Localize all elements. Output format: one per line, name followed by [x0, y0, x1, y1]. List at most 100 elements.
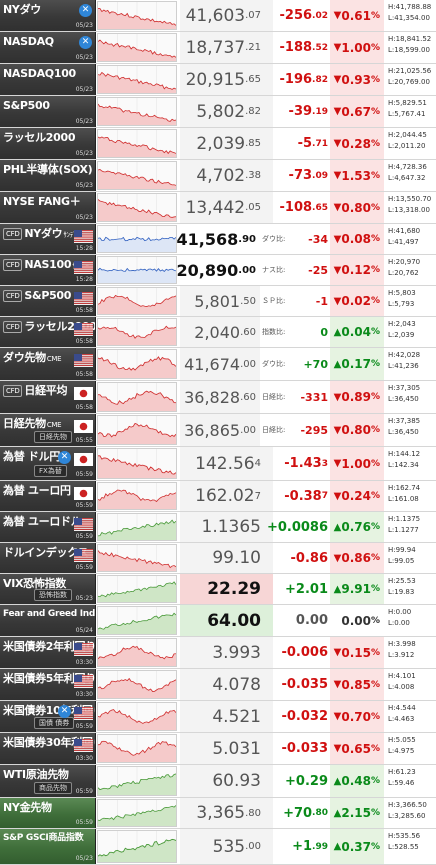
mini-chart[interactable]: [97, 513, 177, 541]
quote-row[interactable]: CFD ラッセル2000 05:58 2,040.60 指数比: 0 ▲ 0.04% H:2,0…: [0, 317, 436, 348]
quote-label[interactable]: S&P GSCI商品指数 05/23: [0, 829, 96, 864]
quote-row[interactable]: 米国債券2年利回り 03:30 3.993 -0.006 ▼ 0.15% H:3.998 L:…: [0, 637, 436, 669]
quote-label[interactable]: ドルインデックス 05:59: [0, 543, 96, 573]
quote-row[interactable]: 為替 ユーロ円 05:59 162.02 7 -0.38 7 ▼ 0.24% H:162.74 L…: [0, 481, 436, 512]
quote-row[interactable]: S&P GSCI商品指数 05/23 535.00 +1.99 ▲ 0.37% H:535.…: [0, 829, 436, 865]
quote-row[interactable]: 米国債券10年利回り 国債 債券 ✕ 05:59 4.521 -0.032 ▼ 0.70% H:…: [0, 701, 436, 733]
change-decimal: .09: [312, 170, 328, 181]
quote-label[interactable]: 為替 ユーロドル 05:59: [0, 512, 96, 542]
quote-label[interactable]: NYSE FANG＋ 05/23: [0, 192, 96, 223]
quote-label[interactable]: ラッセル2000 05/23: [0, 128, 96, 159]
quote-row[interactable]: NYSE FANG＋ 05/23 13,442.05 -108.65 ▼ 0.80% H:1…: [0, 192, 436, 224]
quote-row[interactable]: VIX恐怖指数 恐怖指数 05:23 22.29 +2.01 ▲ 9.91% H:25.53 L…: [0, 574, 436, 605]
mini-chart[interactable]: [97, 606, 177, 635]
quote-row[interactable]: 為替 ユーロドル 05:59 1.1365 +0.0086 ▲ 0.76% H:1.1375…: [0, 512, 436, 543]
quote-row[interactable]: WTI原油先物 商品先物 05:59 60.93 +0.29 ▲ 0.48% H:61.23 L…: [0, 765, 436, 798]
quote-percent: ▼ 0.65%: [330, 733, 384, 764]
mini-chart[interactable]: [97, 65, 177, 94]
quote-label[interactable]: WTI原油先物 商品先物 05:59: [0, 765, 96, 797]
quote-label[interactable]: 為替 ユーロ円 05:59: [0, 481, 96, 511]
quote-label[interactable]: CFD S&P500 05:58: [0, 286, 96, 316]
quote-row[interactable]: CFDNAS100ｻﾝﾃﾞｰ15:2820,890.00ナス比:-25▼0.12…: [0, 255, 436, 286]
quote-row[interactable]: CFD NYダウｻﾝﾃﾞｰ 15:28 41,568.90 ダウ比: -34 ▼ 0.08% H…: [0, 224, 436, 255]
quote-row[interactable]: 日経先物CME 日経先物 05:55 36,865.00 日経比: -295 ▼ 0.80% H…: [0, 414, 436, 447]
quote-row[interactable]: ラッセル2000 05/23 2,039.85 -5.71 ▼ 0.28% H:2,044.…: [0, 128, 436, 160]
quote-row[interactable]: 米国債券5年利回り 03:30 4.078 -0.035 ▼ 0.85% H:4.101 L:…: [0, 669, 436, 701]
high-low: H:2,044.45 L:2,011.20: [386, 128, 436, 159]
quote-label[interactable]: NASDAQ ✕ 05/23: [0, 32, 96, 63]
mini-chart[interactable]: [97, 799, 177, 827]
quote-change: -0.86: [276, 543, 328, 573]
quote-row[interactable]: ドルインデックス 05:59 99.10 -0.86 ▼ 0.86% H:99.94 L:99…: [0, 543, 436, 574]
mini-chart[interactable]: [97, 349, 177, 379]
quote-label[interactable]: 米国債券30年利回り 03:30: [0, 733, 96, 764]
close-icon[interactable]: ✕: [58, 451, 71, 464]
quote-label[interactable]: S&P500 05/23: [0, 96, 96, 127]
quote-label[interactable]: Fear and Greed Index 05/24: [0, 605, 96, 636]
mini-chart[interactable]: [97, 575, 177, 603]
quote-label[interactable]: ダウ先物CME 05:58: [0, 348, 96, 380]
mini-chart[interactable]: [97, 702, 177, 731]
quote-row[interactable]: 為替 ドル円 FX為替 ✕ 05:59 142.56 4 -1.43 3 ▼ 1.00% H:144…: [0, 447, 436, 481]
category-link[interactable]: 恐怖指数: [34, 589, 72, 601]
mini-chart[interactable]: [97, 382, 177, 412]
quote-row[interactable]: PHL半導体(SOX) 05/23 4,702.38 -73.09 ▼ 1.53% H:4,…: [0, 160, 436, 192]
quote-label[interactable]: VIX恐怖指数 恐怖指数 05:23: [0, 574, 96, 604]
quote-row[interactable]: NASDAQ100 05/23 20,915.65 -196.82 ▼ 0.93% H:21…: [0, 64, 436, 96]
us-flag-icon: [74, 737, 93, 752]
mini-chart[interactable]: [97, 766, 177, 796]
mini-chart[interactable]: [97, 129, 177, 158]
day-low: L:99.05: [388, 556, 436, 567]
mini-chart[interactable]: [97, 670, 177, 699]
quote-label[interactable]: 為替 ドル円 FX為替 ✕ 05:59: [0, 447, 96, 480]
mini-chart[interactable]: [97, 256, 177, 284]
mini-chart[interactable]: [97, 318, 177, 346]
mini-chart[interactable]: [97, 734, 177, 763]
close-icon[interactable]: ✕: [79, 4, 92, 17]
quote-row[interactable]: S&P500 05/23 5,802.82 -39.19 ▼ 0.67% H:5,829.5…: [0, 96, 436, 128]
quote-label[interactable]: CFD NYダウｻﾝﾃﾞｰ 15:28: [0, 224, 96, 254]
quote-label[interactable]: CFD ラッセル2000 05:58: [0, 317, 96, 347]
mini-chart[interactable]: [97, 830, 177, 863]
price-decimal: .60: [240, 326, 256, 338]
quote-row[interactable]: CFD S&P500 05:58 5,801.50 ＳＰ比: -1 ▼ 0.02% H:5,80…: [0, 286, 436, 317]
percent-value: 0.86: [341, 551, 371, 565]
quote-label[interactable]: NASDAQ100 05/23: [0, 64, 96, 95]
quote-label[interactable]: CFDNAS100ｻﾝﾃﾞｰ15:28: [0, 255, 96, 285]
quote-row[interactable]: CFD 日経平均 05:58 36,828.60 日経比: -331 ▼ 0.89% H:37,…: [0, 381, 436, 414]
quote-label[interactable]: 米国債券2年利回り 03:30: [0, 637, 96, 668]
mini-chart[interactable]: [97, 33, 177, 62]
mini-chart[interactable]: [97, 544, 177, 572]
close-icon[interactable]: ✕: [58, 705, 71, 718]
mini-chart[interactable]: [97, 193, 177, 222]
quote-label[interactable]: PHL半導体(SOX) 05/23: [0, 160, 96, 191]
mini-chart[interactable]: [97, 415, 177, 445]
quote-row[interactable]: Fear and Greed Index 05/24 64.00 0.00 0.00% H…: [0, 605, 436, 637]
quote-label[interactable]: NY金先物 05:59: [0, 798, 96, 828]
mini-chart[interactable]: [97, 1, 177, 30]
quote-label[interactable]: CFD 日経平均 05:58: [0, 381, 96, 413]
quote-row[interactable]: ダウ先物CME 05:58 41,674.00 ダウ比: +70 ▲ 0.17% H:42,0…: [0, 348, 436, 381]
close-icon[interactable]: ✕: [79, 36, 92, 49]
mini-chart[interactable]: [97, 225, 177, 253]
mini-chart[interactable]: [97, 287, 177, 315]
mini-chart[interactable]: [97, 97, 177, 126]
quote-label[interactable]: NYダウ ✕ 05/23: [0, 0, 96, 31]
mini-chart[interactable]: [97, 638, 177, 667]
quote-label[interactable]: 米国債券5年利回り 03:30: [0, 669, 96, 700]
mini-chart[interactable]: [97, 482, 177, 510]
percent-value: 0.08: [341, 232, 371, 246]
category-link[interactable]: 国債 債券: [34, 717, 75, 729]
quote-row[interactable]: NASDAQ ✕ 05/23 18,737.21 -188.52 ▼ 1.00% H:18,8…: [0, 32, 436, 64]
quote-label[interactable]: 米国債券10年利回り 国債 債券 ✕ 05:59: [0, 701, 96, 732]
quote-label[interactable]: 日経先物CME 日経先物 05:55: [0, 414, 96, 446]
quote-row[interactable]: NYダウ ✕ 05/23 41,603.07 -256.02 ▼ 0.61% H:41,788…: [0, 0, 436, 32]
quote-row[interactable]: 米国債券30年利回り 03:30 5.031 -0.033 ▼ 0.65% H:5.055 L…: [0, 733, 436, 765]
quote-row[interactable]: NY金先物 05:59 3,365.80 +70.80 ▲ 2.15% H:3,366.50…: [0, 798, 436, 829]
mini-chart[interactable]: [97, 161, 177, 190]
category-link[interactable]: 日経先物: [34, 431, 72, 443]
category-link[interactable]: 商品先物: [34, 782, 72, 794]
category-link[interactable]: FX為替: [34, 465, 67, 477]
quote-change: -0.032: [276, 701, 328, 732]
mini-chart[interactable]: [97, 448, 177, 479]
